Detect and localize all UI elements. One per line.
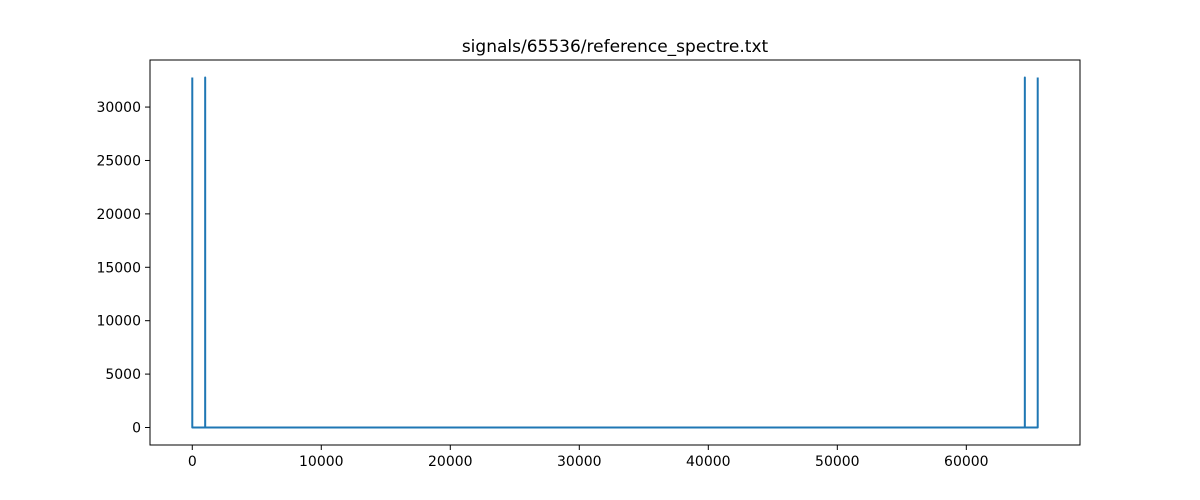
x-tick-label: 20000 xyxy=(428,454,473,470)
y-tick-label: 0 xyxy=(132,421,141,437)
y-tick-label: 5000 xyxy=(105,367,141,383)
x-tick-label: 40000 xyxy=(686,454,731,470)
y-tick-label: 25000 xyxy=(96,153,141,169)
x-tick-label: 10000 xyxy=(299,454,344,470)
x-tick-label: 30000 xyxy=(557,454,602,470)
x-tick-label: 50000 xyxy=(815,454,860,470)
y-tick-label: 15000 xyxy=(96,260,141,276)
series-line-0 xyxy=(191,76,1039,429)
y-tick-label: 10000 xyxy=(96,314,141,330)
plot-frame xyxy=(149,59,1081,446)
chart-title: signals/65536/reference_spectre.txt xyxy=(462,37,769,57)
y-tick-label: 30000 xyxy=(96,100,141,116)
series-layer xyxy=(191,76,1039,429)
x-tick-label: 0 xyxy=(188,454,197,470)
y-tick-label: 20000 xyxy=(96,207,141,223)
x-axis: 0 10000 20000 30000 40000 50000 60000 xyxy=(188,445,989,470)
x-tick-label: 60000 xyxy=(944,454,989,470)
y-axis: 0 5000 10000 15000 20000 25000 30000 xyxy=(96,100,150,437)
